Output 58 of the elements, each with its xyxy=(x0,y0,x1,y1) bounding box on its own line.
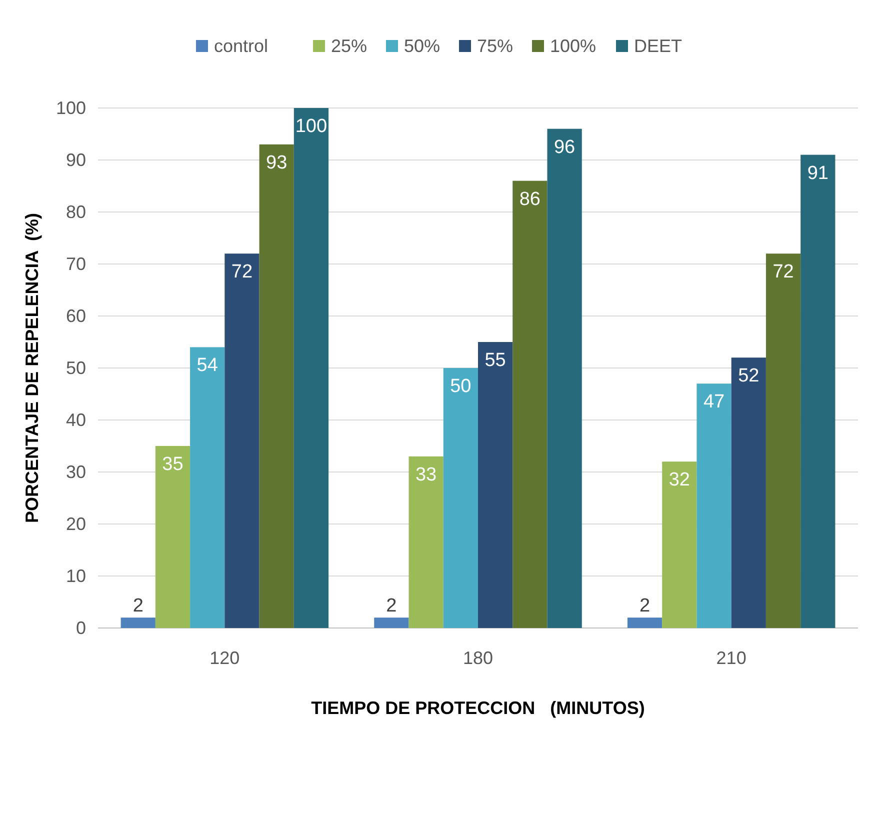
bar xyxy=(259,144,294,628)
data-label: 35 xyxy=(162,454,184,475)
data-label: 55 xyxy=(484,350,506,371)
bar xyxy=(800,154,836,628)
bar xyxy=(766,254,801,628)
bar xyxy=(696,384,732,628)
x-axis-title: TIEMPO DE PROTECCION (MINUTOS) xyxy=(311,698,645,718)
bar xyxy=(190,347,225,628)
y-tick-label: 10 xyxy=(66,566,86,586)
y-tick-label: 70 xyxy=(66,254,86,274)
bar xyxy=(224,254,260,628)
x-tick-label: 180 xyxy=(462,648,494,668)
data-label: 96 xyxy=(554,136,576,158)
y-tick-label: 90 xyxy=(66,150,86,170)
x-tick-label: 120 xyxy=(210,648,240,668)
y-tick-label: 80 xyxy=(66,202,86,222)
bar xyxy=(512,180,548,628)
bar xyxy=(478,342,513,628)
y-tick-label: 100 xyxy=(56,98,86,118)
bar xyxy=(294,108,329,628)
data-label: 2 xyxy=(639,596,650,617)
data-label: 2 xyxy=(132,596,144,617)
bar xyxy=(155,446,190,628)
bar xyxy=(408,456,444,628)
data-label: 91 xyxy=(807,162,828,184)
legend-label: 50% xyxy=(404,36,440,56)
data-label: 72 xyxy=(231,262,253,283)
bar xyxy=(443,368,478,628)
x-tick-label: 210 xyxy=(716,648,746,668)
bar xyxy=(547,128,582,628)
y-tick-label: 40 xyxy=(66,410,86,430)
data-label: 50 xyxy=(450,376,472,397)
bar xyxy=(120,618,156,628)
data-label: 93 xyxy=(266,152,288,174)
data-label: 47 xyxy=(703,392,725,413)
y-tick-label: 50 xyxy=(66,358,86,378)
data-label: 33 xyxy=(415,464,437,486)
legend-label: 75% xyxy=(477,36,514,56)
legend-label: DEET xyxy=(634,36,682,56)
y-tick-label: 20 xyxy=(66,514,86,534)
legend-label: control xyxy=(214,36,268,56)
bar xyxy=(662,462,697,628)
y-tick-label: 0 xyxy=(76,618,86,638)
bar xyxy=(627,618,662,628)
data-label: 72 xyxy=(772,262,794,283)
y-tick-label: 30 xyxy=(66,462,86,482)
data-label: 86 xyxy=(519,188,541,210)
bar xyxy=(374,618,409,628)
y-tick-label: 60 xyxy=(66,306,86,326)
y-axis-title: PORCENTAJE DE REPELENCIA (%) xyxy=(22,212,42,524)
bar xyxy=(731,358,766,628)
data-label: 52 xyxy=(738,366,760,387)
data-label: 32 xyxy=(668,470,690,491)
data-label: 100 xyxy=(295,116,328,137)
data-label: 54 xyxy=(196,355,218,376)
legend-label: 25% xyxy=(331,36,368,56)
data-label: 2 xyxy=(386,596,397,617)
legend-label: 100% xyxy=(550,36,596,56)
